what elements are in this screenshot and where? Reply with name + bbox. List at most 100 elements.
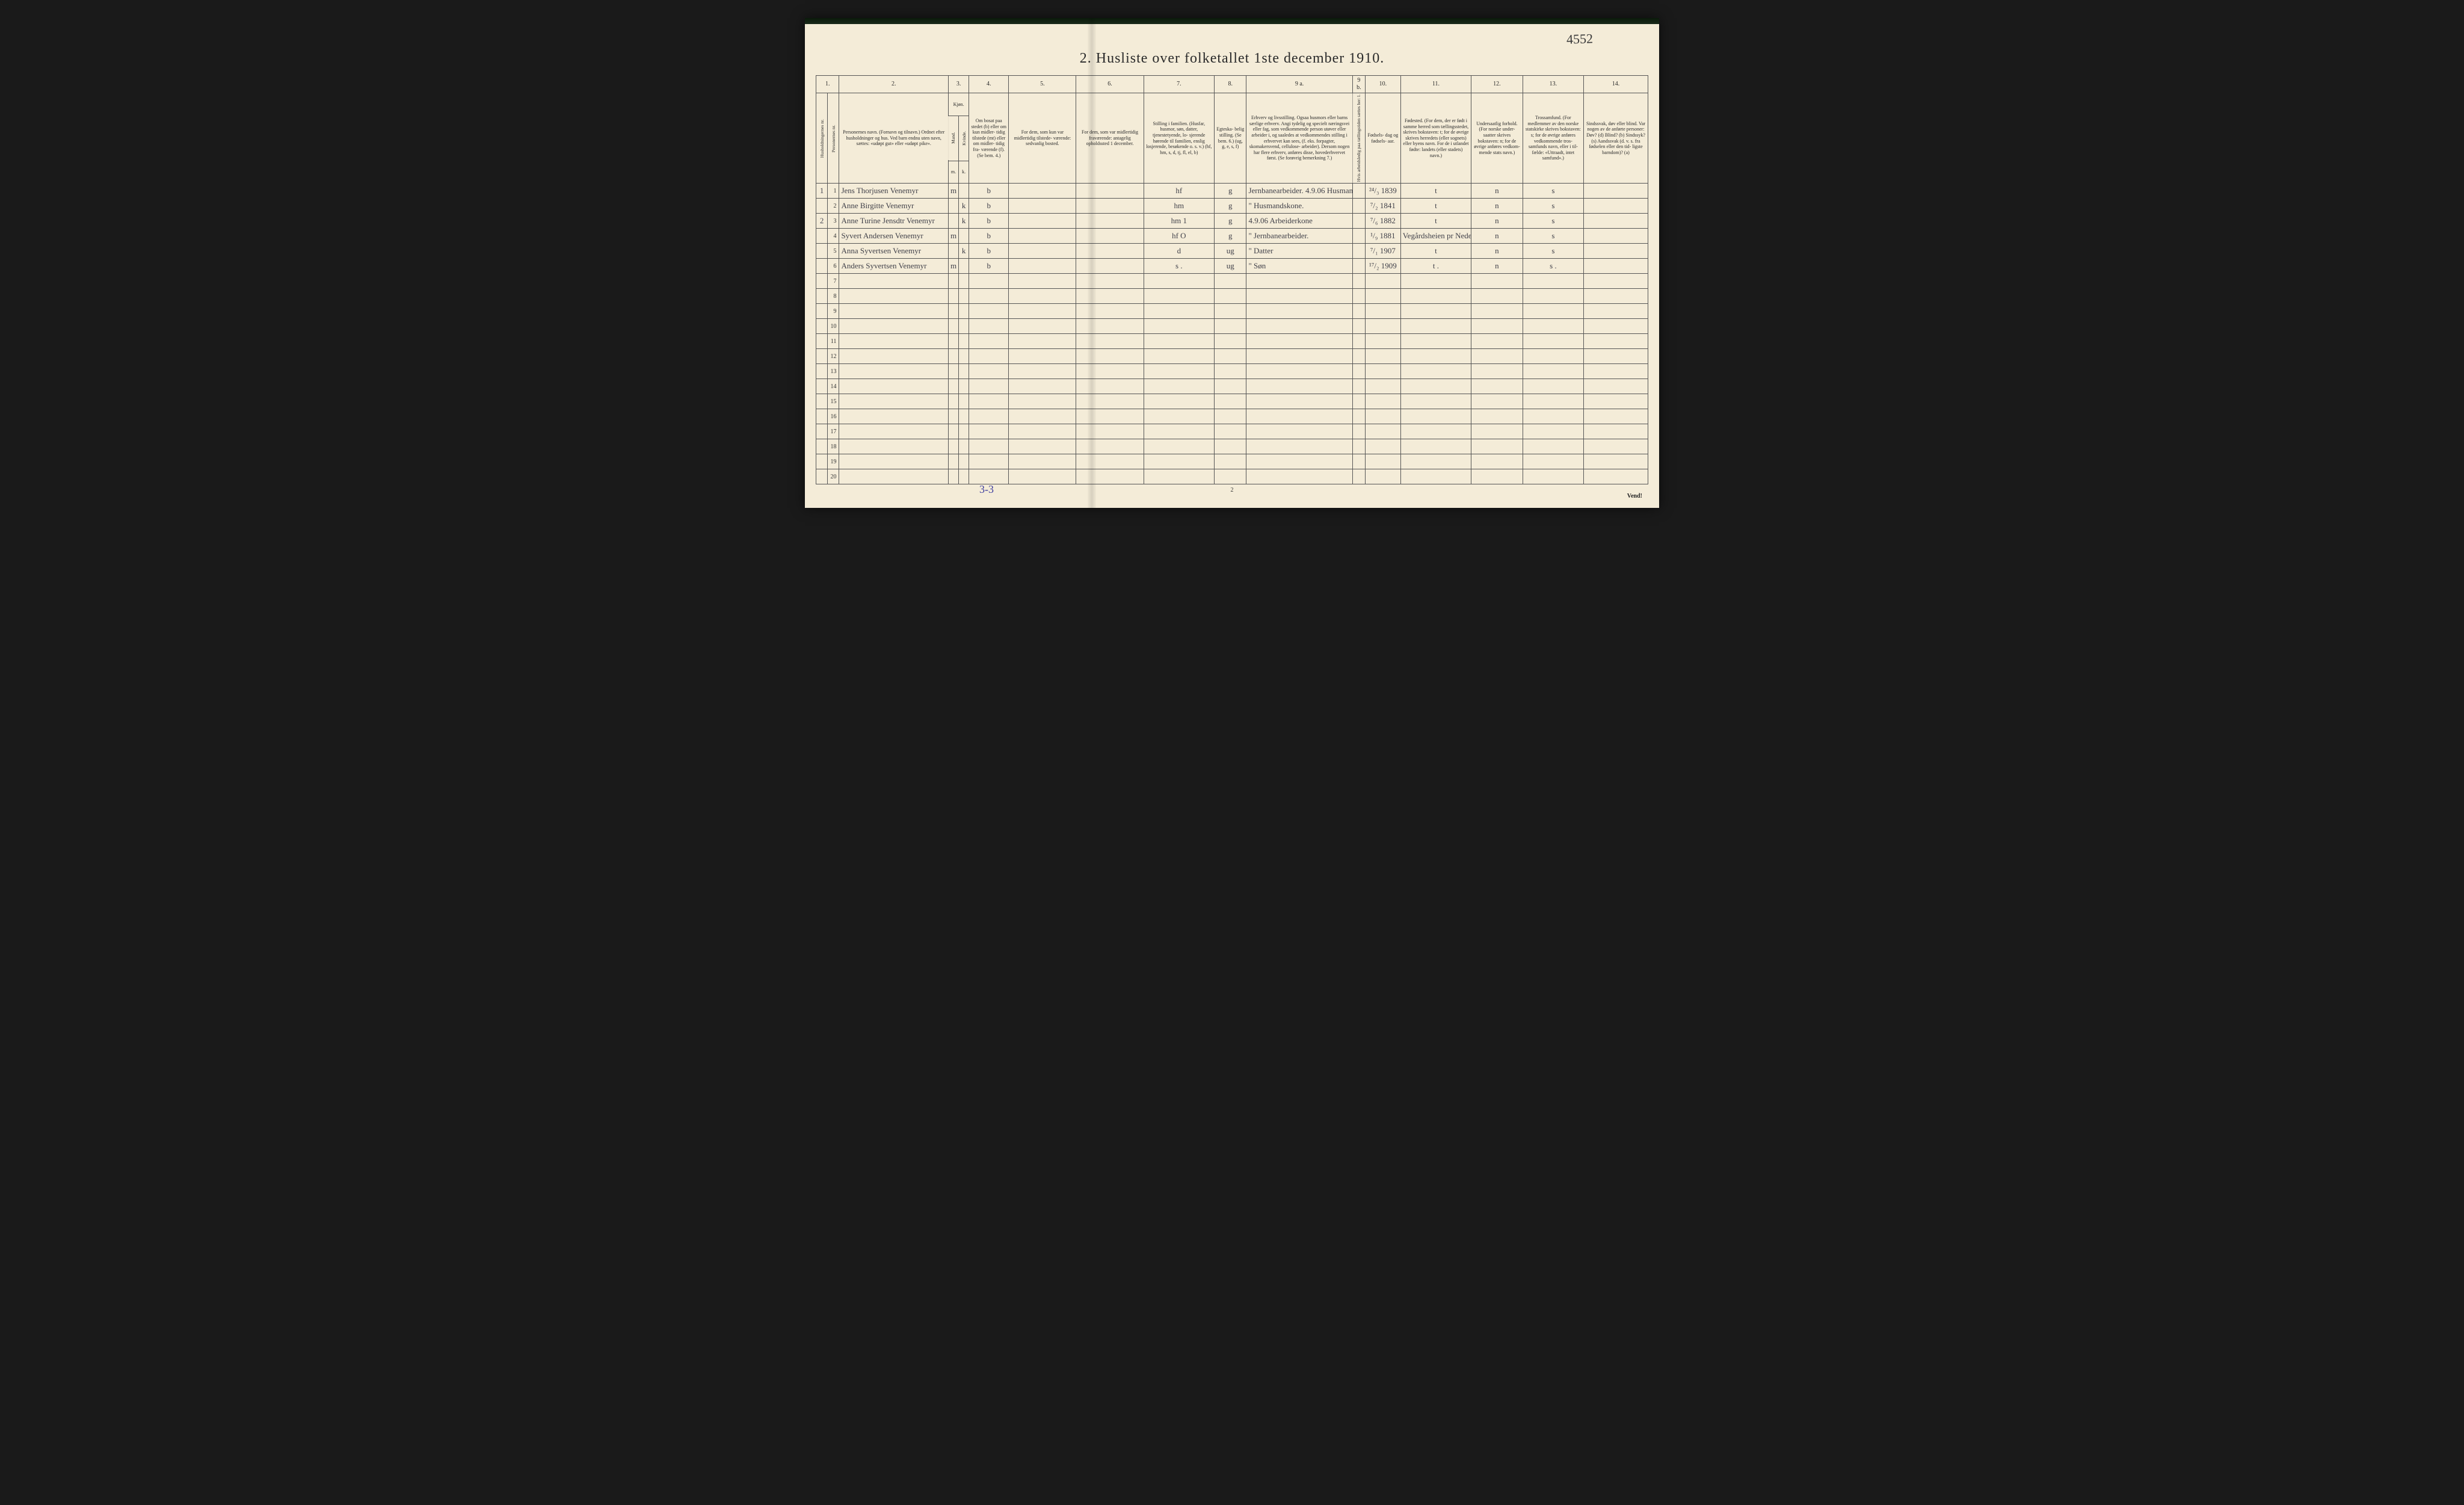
cell-unemployed [1352,469,1365,484]
cell-disability [1584,259,1648,274]
cell-residence: b [969,244,1009,259]
cell-female [959,439,969,454]
table-row: 23Anne Turine Jensdtr Venemyrkbhm 1g4.9.… [816,214,1648,229]
cell-occupation [1246,439,1352,454]
cell-birthdate [1366,289,1401,304]
cell-person-nr: 2 [828,199,839,214]
cell-religion: s [1523,199,1583,214]
cell-birthplace: t [1400,214,1471,229]
page-title: 2. Husliste over folketallet 1ste decemb… [816,51,1648,67]
cell-residence [969,379,1009,394]
col-num-9b: 9 b. [1352,76,1365,93]
cell-name [839,409,949,424]
cell-disability [1584,379,1648,394]
cell-temp-absent [1076,244,1144,259]
col-header-family-position: Stilling i familien. (Husfar, husmor, sø… [1144,93,1214,184]
cell-disability [1584,409,1648,424]
cell-temp-present [1009,409,1076,424]
cell-temp-present [1009,244,1076,259]
cell-temp-present [1009,214,1076,229]
cell-marital: g [1215,199,1246,214]
table-header: 1. 2. 3. 4. 5. 6. 7. 8. 9 a. 9 b. 10. 11… [816,76,1648,184]
cell-person-nr: 7 [828,274,839,289]
cell-religion: s [1523,229,1583,244]
cell-marital [1215,454,1246,469]
cell-household-nr [816,229,828,244]
cell-birthdate [1366,349,1401,364]
cell-household-nr [816,439,828,454]
cell-temp-present [1009,184,1076,199]
cell-person-nr: 3 [828,214,839,229]
cell-marital [1215,469,1246,484]
col-header-sex: Kjøn. [948,93,969,116]
cell-name [839,289,949,304]
cell-household-nr [816,319,828,334]
cell-name [839,334,949,349]
cell-nationality: n [1471,259,1523,274]
handwritten-bottom-mark: 3-3 [979,483,994,496]
cell-disability [1584,274,1648,289]
cell-temp-absent [1076,349,1144,364]
handwritten-number-topright: 4552 [1566,31,1594,48]
cell-marital [1215,424,1246,439]
cell-unemployed [1352,364,1365,379]
cell-female [959,424,969,439]
cell-unemployed [1352,454,1365,469]
cell-nationality [1471,289,1523,304]
cell-birthdate [1366,274,1401,289]
cell-disability [1584,364,1648,379]
cell-religion [1523,349,1583,364]
cell-temp-present [1009,229,1076,244]
cell-nationality: n [1471,244,1523,259]
cell-disability [1584,394,1648,409]
cell-temp-present [1009,319,1076,334]
cell-marital: ug [1215,259,1246,274]
cell-temp-present [1009,304,1076,319]
cell-marital [1215,274,1246,289]
cell-temp-absent [1076,184,1144,199]
cell-name [839,439,949,454]
cell-temp-absent [1076,379,1144,394]
cell-unemployed [1352,349,1365,364]
cell-family-position: d [1144,244,1214,259]
cell-nationality: n [1471,184,1523,199]
cell-female [959,379,969,394]
cell-birthdate [1366,304,1401,319]
col-header-temp-absent: For dem, som var midlertidig fraværende:… [1076,93,1144,184]
cell-unemployed [1352,379,1365,394]
cell-temp-absent [1076,319,1144,334]
cell-nationality [1471,439,1523,454]
cell-household-nr [816,304,828,319]
cell-family-position [1144,409,1214,424]
cell-family-position [1144,349,1214,364]
cell-temp-absent [1076,304,1144,319]
col-header-occupation: Erhverv og livsstilling. Ogsaa husmors e… [1246,93,1352,184]
cell-nationality [1471,469,1523,484]
cell-occupation [1246,274,1352,289]
cell-marital [1215,379,1246,394]
cell-residence [969,394,1009,409]
cell-person-nr: 17 [828,424,839,439]
cell-birthdate [1366,409,1401,424]
cell-religion [1523,469,1583,484]
cell-birthplace [1400,349,1471,364]
cell-family-position: hf O [1144,229,1214,244]
cell-temp-present [1009,274,1076,289]
cell-residence: b [969,199,1009,214]
cell-occupation [1246,364,1352,379]
cell-religion [1523,304,1583,319]
col-num-5: 5. [1009,76,1076,93]
cell-temp-present [1009,259,1076,274]
cell-family-position [1144,319,1214,334]
cell-male [948,214,958,229]
cell-person-nr: 8 [828,289,839,304]
cell-occupation [1246,289,1352,304]
cell-birthdate [1366,469,1401,484]
col-header-birthplace: Fødested. (For dem, der er født i samme … [1400,93,1471,184]
cell-birthplace [1400,424,1471,439]
cell-nationality: n [1471,199,1523,214]
cell-temp-absent [1076,259,1144,274]
cell-occupation [1246,424,1352,439]
cell-temp-present [1009,424,1076,439]
cell-temp-absent [1076,199,1144,214]
